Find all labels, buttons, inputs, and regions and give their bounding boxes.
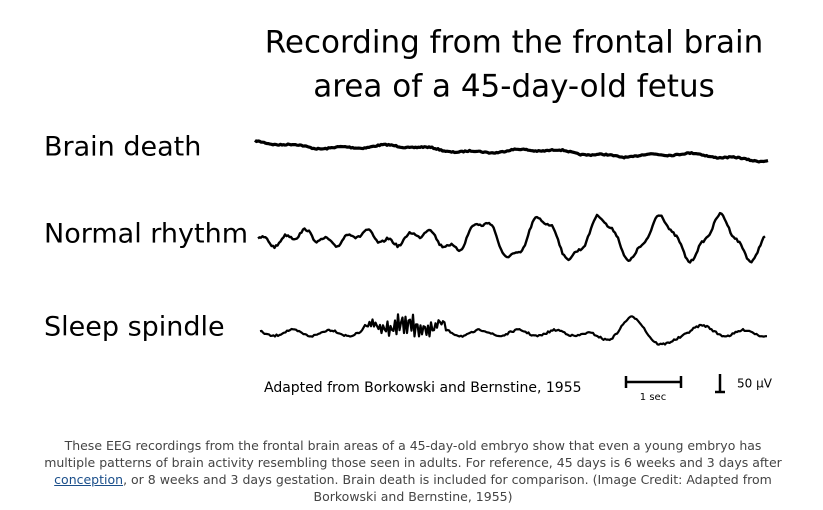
time-scale-bar xyxy=(624,376,683,388)
eeg-trace xyxy=(254,139,769,164)
caption-link[interactable]: conception xyxy=(54,472,124,487)
caption-text: These EEG recordings from the frontal br… xyxy=(44,438,782,470)
eeg-trace xyxy=(259,313,767,346)
amplitude-scale-bar xyxy=(715,374,725,394)
caption-text: , or 8 weeks and 3 days gestation. Brain… xyxy=(123,472,772,504)
caption: These EEG recordings from the frontal br… xyxy=(38,437,788,505)
title-line: Recording from the frontal brain xyxy=(265,25,764,61)
trace-label: Brain death xyxy=(44,132,201,163)
trace-label: Sleep spindle xyxy=(44,312,225,343)
trace-label: Normal rhythm xyxy=(44,219,248,250)
time-scale-label: 1 sec xyxy=(640,392,666,403)
title-line: area of a 45-day-old fetus xyxy=(313,69,715,105)
figure: Recording from the frontal brain area of… xyxy=(44,25,773,404)
amplitude-scale-label: 50 µV xyxy=(737,377,773,391)
credit: Adapted from Borkowski and Bernstine, 19… xyxy=(264,380,582,396)
eeg-trace xyxy=(257,211,766,264)
